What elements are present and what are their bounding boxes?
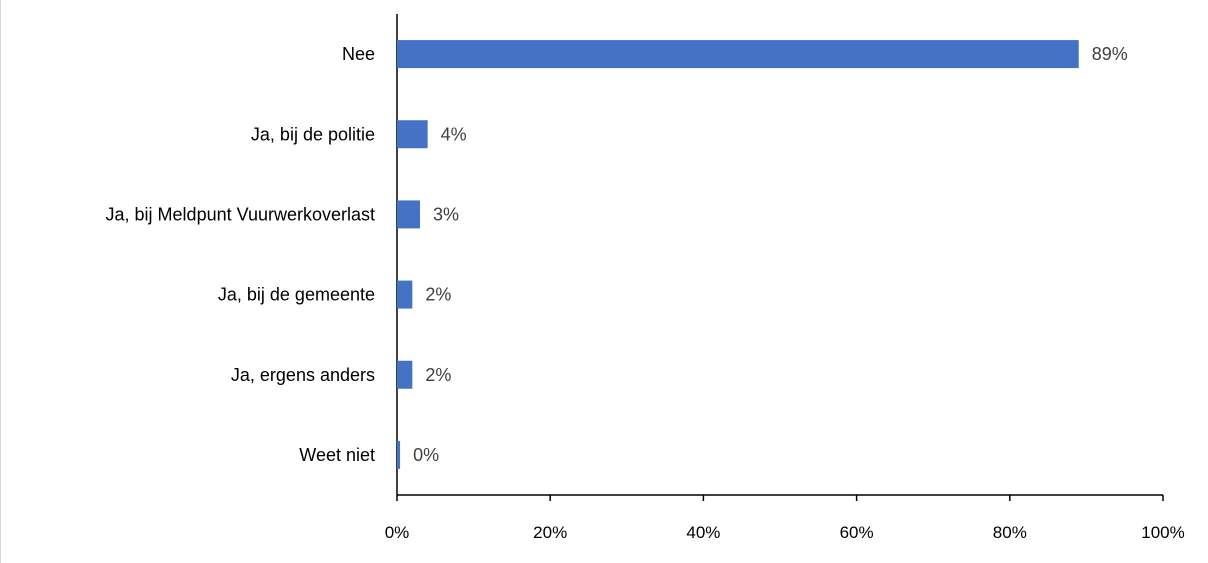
bar-5 [397,440,401,469]
category-label: Ja, bij de politie [251,124,375,144]
value-label: 4% [441,124,467,144]
value-label: 2% [425,285,451,305]
category-label: Ja, ergens anders [231,365,375,385]
value-label: 2% [425,365,451,385]
category-label: Nee [342,44,375,64]
x-tick-label: 100% [1141,523,1184,542]
bar-3 [397,280,413,309]
x-tick-label: 20% [533,523,567,542]
x-tick-label: 80% [993,523,1027,542]
bar-0 [397,40,1079,69]
x-tick-label: 40% [686,523,720,542]
bar-1 [397,120,428,149]
value-label: 3% [433,204,459,224]
bar-4 [397,360,413,389]
x-tick-label: 0% [385,523,410,542]
value-label: 89% [1092,44,1128,64]
bar-2 [397,200,420,229]
category-label: Ja, bij Meldpunt Vuurwerkoverlast [106,204,375,224]
category-label: Ja, bij de gemeente [218,285,375,305]
category-label: Weet niet [299,445,375,465]
x-tick-label: 60% [840,523,874,542]
value-label: 0% [413,445,439,465]
